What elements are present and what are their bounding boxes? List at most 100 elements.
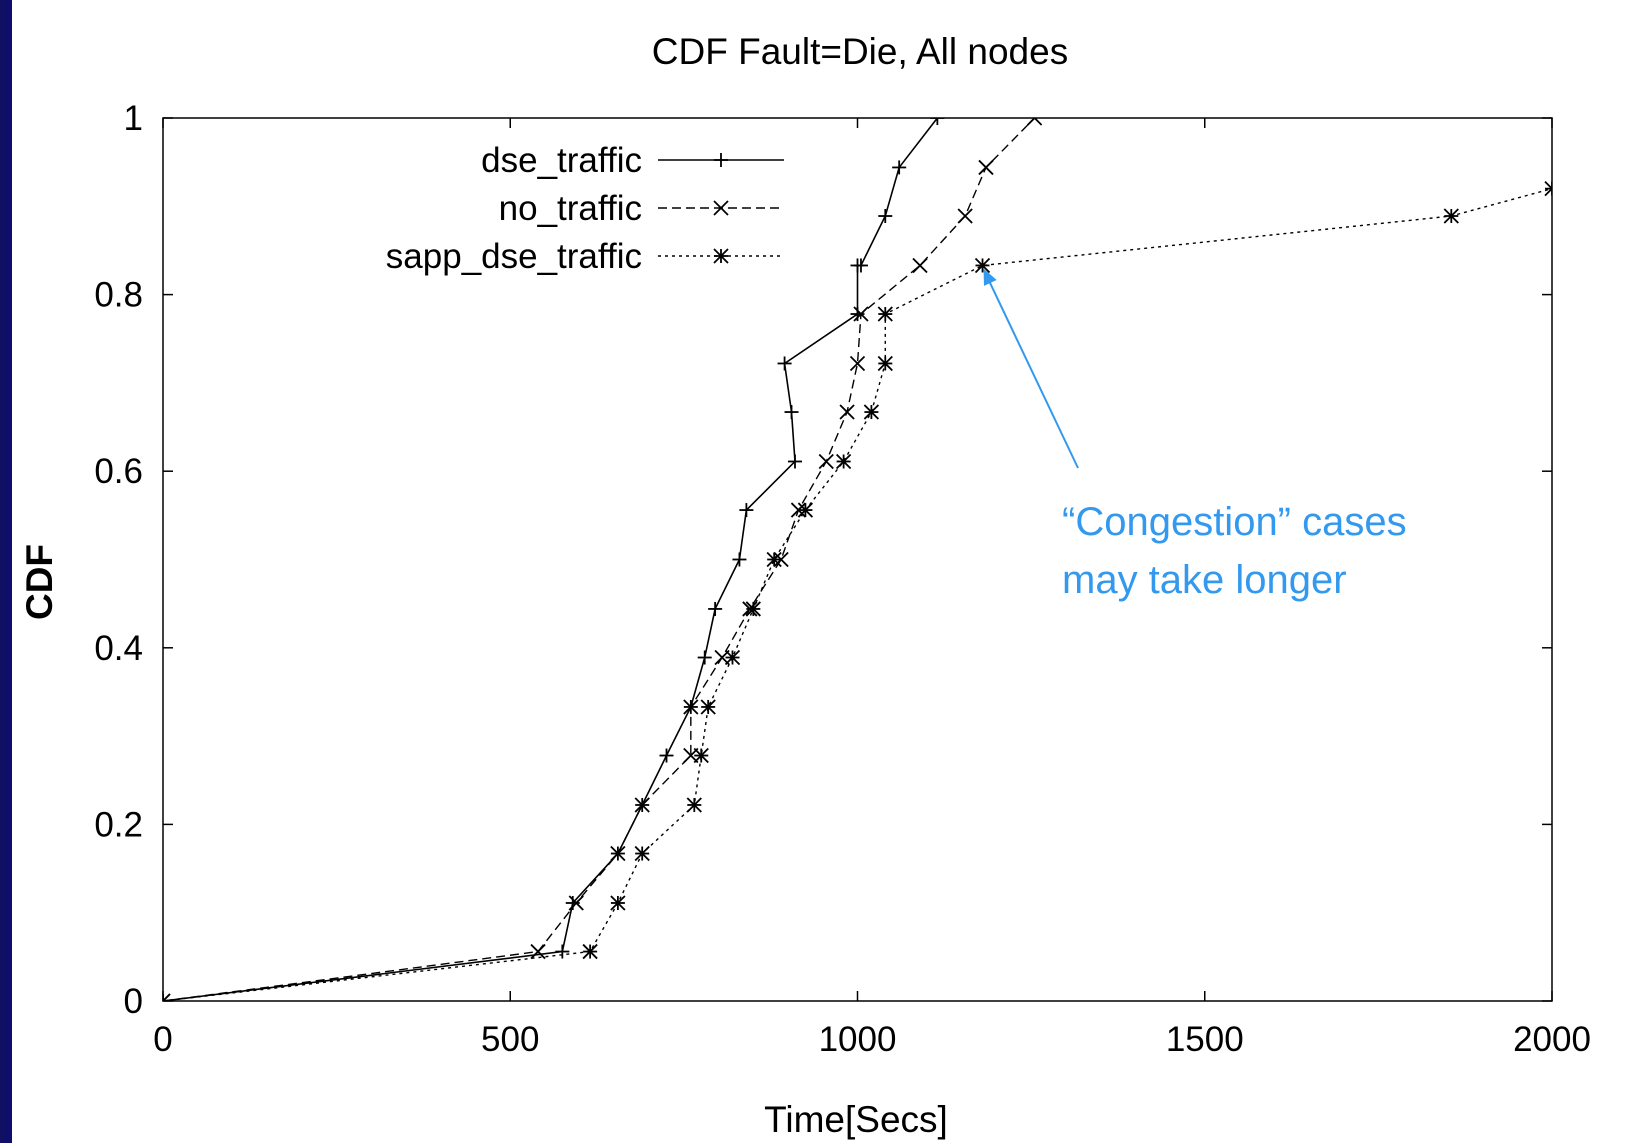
data-point-sapp_dse_traffic <box>700 699 716 715</box>
data-point-no_traffic <box>978 159 994 176</box>
data-point-dse_traffic <box>777 356 792 371</box>
legend-marker <box>713 248 729 264</box>
data-point-dse_traffic <box>850 307 865 322</box>
x-tick-label: 1500 <box>1166 1020 1244 1059</box>
y-tick-label: 0.6 <box>94 452 143 491</box>
annotation-arrow-line <box>985 275 1079 469</box>
marker-stroke <box>839 404 855 420</box>
marker-stroke <box>818 453 834 470</box>
data-point-sapp_dse_traffic <box>1443 208 1459 224</box>
marker-stroke <box>1443 208 1459 224</box>
marker-stroke <box>530 943 546 960</box>
marker-stroke <box>610 895 626 911</box>
marker-stroke <box>568 895 584 911</box>
marker-stroke <box>863 404 880 420</box>
marker-stroke <box>686 797 702 813</box>
x-tick-label: 1000 <box>819 1020 897 1059</box>
data-point-dse_traffic <box>708 601 723 616</box>
legend-marker <box>714 153 728 167</box>
marker-stroke <box>849 355 866 372</box>
marker-stroke <box>634 797 650 813</box>
marker-stroke <box>957 208 973 224</box>
marker-stroke <box>582 943 598 960</box>
data-point-sapp_dse_traffic <box>835 453 852 470</box>
data-point-dse_traffic <box>787 454 802 469</box>
data-point-sapp_dse_traffic <box>693 747 709 764</box>
series-group <box>163 118 1552 1001</box>
data-point-sapp_dse_traffic <box>745 601 761 617</box>
marker-stroke <box>912 257 928 274</box>
marker-stroke <box>1026 118 1036 126</box>
marker-stroke <box>610 845 626 862</box>
marker-stroke <box>978 159 994 176</box>
annotation-text-line: “Congestion” cases <box>1062 500 1407 544</box>
y-axis-title: CDF <box>19 544 60 620</box>
data-point-no_traffic <box>530 943 546 960</box>
data-point-dse_traffic <box>659 748 674 763</box>
data-point-no_traffic <box>818 453 834 470</box>
data-point-dse_traffic <box>878 209 893 224</box>
marker-stroke <box>1544 187 1552 197</box>
x-tick-label: 2000 <box>1513 1020 1591 1059</box>
data-point-no_traffic <box>849 355 866 372</box>
y-tick-label: 0.2 <box>94 805 143 844</box>
y-tick-label: 0 <box>124 982 143 1021</box>
data-point-no_traffic <box>568 895 584 911</box>
marker-stroke <box>693 747 709 764</box>
chart-title: CDF Fault=Die, All nodes <box>652 31 1068 72</box>
plot-area: 0 500 1000 1500 2000 0 0.2 0.4 0.6 0.8 1 dse_traffi… <box>94 99 1591 1059</box>
data-point-no_traffic <box>634 797 650 813</box>
marker-stroke <box>713 200 729 216</box>
data-point-dse_traffic <box>784 405 799 420</box>
marker-stroke <box>700 699 716 715</box>
data-point-dse_traffic <box>892 160 907 175</box>
data-point-dse_traffic <box>853 258 868 273</box>
legend-marker <box>713 200 729 216</box>
data-point-no_traffic <box>957 208 973 224</box>
data-point-sapp_dse_traffic <box>974 257 991 274</box>
marker-stroke <box>724 649 741 666</box>
data-point-sapp_dse_traffic <box>877 306 893 322</box>
marker-stroke <box>1544 181 1552 190</box>
data-point-dse_traffic <box>930 118 945 125</box>
marker-stroke <box>745 601 761 617</box>
data-point-no_traffic <box>1026 118 1043 126</box>
marker-stroke <box>713 248 729 264</box>
data-point-sapp_dse_traffic <box>634 845 650 862</box>
x-tick-label: 0 <box>153 1020 172 1059</box>
data-point-dse_traffic <box>697 650 712 665</box>
data-point-no_traffic <box>610 845 626 862</box>
marker-stroke <box>797 502 814 518</box>
x-axis-title: Time[Secs] <box>764 1099 948 1140</box>
y-tick-label: 0.4 <box>94 629 143 668</box>
annotation-arrowhead <box>983 268 997 286</box>
data-point-sapp_dse_traffic <box>724 649 741 666</box>
data-point-dse_traffic <box>739 503 754 518</box>
legend-label: dse_traffic <box>481 141 642 180</box>
data-point-no_traffic <box>853 306 869 322</box>
marker-stroke <box>683 699 699 715</box>
data-point-dse_traffic <box>732 552 747 567</box>
data-point-sapp_dse_traffic <box>163 993 171 1001</box>
data-point-sapp_dse_traffic <box>863 404 880 420</box>
data-point-sapp_dse_traffic <box>1544 181 1552 197</box>
marker-stroke <box>877 355 893 372</box>
data-point-no_traffic <box>683 699 699 715</box>
data-point-sapp_dse_traffic <box>610 895 626 911</box>
marker-stroke <box>853 306 869 322</box>
y-tick-label: 0.8 <box>94 276 143 315</box>
marker-stroke <box>766 551 782 568</box>
legend-label: sapp_dse_traffic <box>386 237 642 276</box>
data-point-sapp_dse_traffic <box>582 943 598 960</box>
data-point-no_traffic <box>839 404 855 420</box>
marker-stroke <box>974 257 991 274</box>
data-point-sapp_dse_traffic <box>686 797 702 813</box>
data-point-sapp_dse_traffic <box>877 355 893 372</box>
chart-panel <box>12 0 1626 1143</box>
data-point-no_traffic <box>912 257 928 274</box>
y-tick-label: 1 <box>124 99 143 138</box>
marker-stroke <box>634 845 650 862</box>
marker-stroke <box>835 453 852 470</box>
